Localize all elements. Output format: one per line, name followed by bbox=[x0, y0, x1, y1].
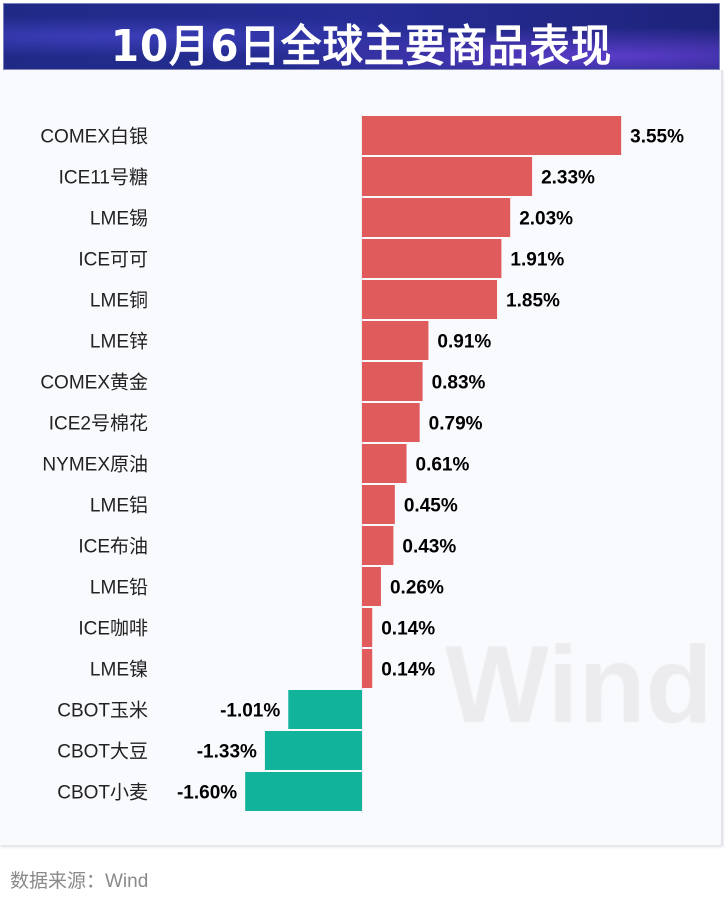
category-label: LME锡 bbox=[90, 208, 148, 230]
bar bbox=[288, 690, 362, 729]
category-label: ICE咖啡 bbox=[78, 618, 148, 640]
data-label: 0.91% bbox=[437, 332, 491, 353]
bar bbox=[362, 116, 622, 155]
category-label: CBOT大豆 bbox=[57, 741, 148, 763]
data-label: 1.91% bbox=[510, 250, 564, 271]
bar bbox=[264, 731, 362, 770]
watermark-logo bbox=[440, 620, 710, 760]
bar bbox=[362, 157, 533, 196]
bar bbox=[362, 526, 394, 565]
bar bbox=[362, 280, 498, 319]
data-label: -1.33% bbox=[197, 742, 257, 763]
category-label: LME铝 bbox=[90, 495, 148, 517]
bar bbox=[362, 649, 373, 688]
data-label: 3.55% bbox=[630, 127, 684, 148]
bar bbox=[362, 567, 381, 606]
bar bbox=[362, 239, 502, 278]
data-label: 0.61% bbox=[416, 455, 470, 476]
bar bbox=[362, 321, 429, 360]
data-label: -1.60% bbox=[177, 783, 237, 804]
data-source: 数据来源：Wind bbox=[10, 871, 149, 892]
data-label: 0.83% bbox=[432, 373, 486, 394]
category-label: COMEX白银 bbox=[40, 126, 148, 148]
category-label: CBOT小麦 bbox=[57, 782, 148, 804]
bar-chart: COMEX白银 3.55% ICE11号糖 2.33% LME锡 2.03% ICE可可 1.… bbox=[40, 114, 684, 813]
category-label: ICE布油 bbox=[78, 536, 148, 558]
bar bbox=[362, 444, 407, 483]
data-label: 2.03% bbox=[519, 209, 573, 230]
category-label: ICE11号糖 bbox=[59, 167, 148, 189]
bar bbox=[362, 403, 420, 442]
page-title: 10月6日全球主要商品表现 bbox=[110, 21, 613, 72]
data-label: 0.43% bbox=[402, 537, 456, 558]
bar bbox=[362, 608, 373, 647]
category-label: LME铜 bbox=[90, 290, 148, 312]
data-label: 1.85% bbox=[506, 291, 560, 312]
title-banner: 10月6日全球主要商品表现 bbox=[3, 3, 720, 72]
category-label: ICE2号棉花 bbox=[49, 413, 148, 435]
category-label: ICE可可 bbox=[78, 250, 148, 271]
category-label: COMEX黄金 bbox=[40, 372, 148, 394]
bar bbox=[362, 198, 511, 237]
data-label: 0.26% bbox=[390, 578, 444, 599]
category-label: NYMEX原油 bbox=[42, 454, 148, 476]
category-label: LME锌 bbox=[90, 331, 148, 353]
bar bbox=[362, 362, 423, 401]
bar bbox=[245, 772, 362, 811]
category-label: CBOT玉米 bbox=[57, 700, 148, 722]
bar bbox=[362, 485, 395, 524]
category-label: LME镍 bbox=[90, 659, 148, 681]
data-label: 0.79% bbox=[429, 414, 483, 435]
data-label: 0.14% bbox=[381, 660, 435, 681]
data-label: 0.14% bbox=[381, 619, 435, 640]
data-label: 2.33% bbox=[541, 168, 595, 189]
data-label: 0.45% bbox=[404, 496, 458, 517]
category-label: LME铅 bbox=[90, 577, 148, 599]
data-label: -1.01% bbox=[220, 701, 280, 722]
